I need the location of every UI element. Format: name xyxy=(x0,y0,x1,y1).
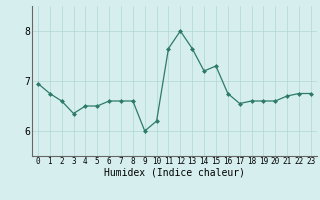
X-axis label: Humidex (Indice chaleur): Humidex (Indice chaleur) xyxy=(104,168,245,178)
